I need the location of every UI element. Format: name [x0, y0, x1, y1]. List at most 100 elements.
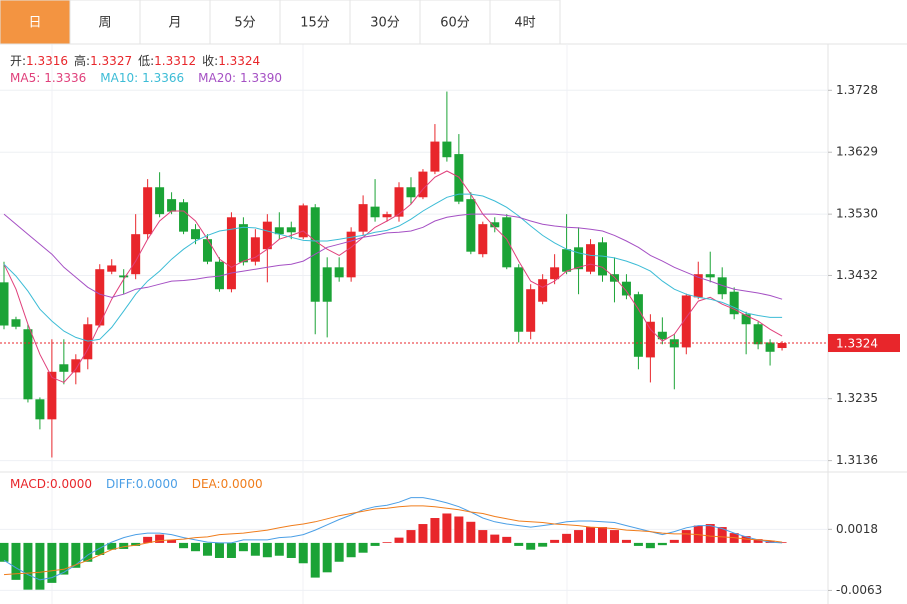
candle-body — [550, 267, 560, 280]
candle-body — [226, 217, 236, 290]
candle-body — [382, 214, 392, 218]
tab[interactable] — [0, 0, 71, 45]
candle-body — [765, 342, 775, 352]
candle-body — [442, 141, 452, 158]
candle-body — [430, 141, 440, 172]
y-tick-label: -0.0063 — [836, 583, 882, 597]
candle-body — [681, 295, 691, 348]
candle-body — [298, 205, 308, 238]
info-label: 收: — [202, 54, 218, 68]
y-tick-label: 1.3432 — [836, 268, 878, 282]
macd-bar — [238, 542, 248, 552]
macd-bar — [502, 536, 512, 543]
candle-body — [11, 319, 21, 327]
tab-label[interactable]: 30分 — [370, 16, 400, 31]
candle-body — [538, 279, 548, 302]
candle-body — [83, 324, 93, 360]
macd-bar — [155, 534, 165, 543]
macd-bar — [59, 542, 69, 575]
candle-body — [322, 267, 332, 302]
tab-label[interactable]: 15分 — [300, 16, 330, 31]
tab-label[interactable]: 日 — [28, 16, 41, 31]
legend-name: DEA: — [192, 477, 221, 491]
macd-bar — [191, 542, 201, 552]
info-value: 1.3324 — [218, 54, 260, 68]
macd-bar — [262, 542, 272, 558]
macd-bar — [250, 542, 260, 556]
legend-name: MA5: — [10, 71, 40, 85]
candle-body — [729, 291, 739, 315]
tab[interactable] — [279, 0, 351, 45]
macd-bar — [478, 530, 488, 543]
candle-body — [262, 221, 272, 250]
candle-body — [741, 314, 751, 325]
candle-body — [645, 321, 655, 358]
macd-bar — [621, 539, 631, 543]
info-value: 1.3312 — [154, 54, 196, 68]
candle-body — [59, 364, 69, 372]
macd-bar — [550, 539, 560, 543]
tab-label[interactable]: 月 — [168, 16, 181, 31]
candle-body — [35, 399, 45, 420]
candle-body — [179, 202, 189, 232]
tab[interactable] — [209, 0, 281, 45]
macd-bar — [131, 542, 141, 546]
macd-bar — [226, 542, 236, 558]
candle-body — [143, 187, 153, 235]
macd-bar — [95, 542, 105, 555]
macd-bar — [406, 530, 416, 543]
ma-line — [3, 170, 783, 383]
macd-bar — [179, 542, 189, 549]
tab-label[interactable]: 5分 — [234, 16, 255, 31]
candle-body — [526, 289, 536, 332]
tab-label[interactable]: 周 — [98, 16, 111, 31]
y-tick-label: 1.3728 — [836, 83, 878, 97]
candle-body — [657, 331, 667, 340]
macd-bar — [298, 542, 308, 564]
candle-body — [466, 199, 476, 252]
macd-bar — [23, 542, 33, 590]
candle-body — [598, 242, 607, 276]
legend-value: 1.3390 — [240, 71, 282, 85]
macd-bar — [454, 516, 464, 543]
macd-bar — [334, 542, 344, 562]
info-label: 开: — [10, 54, 26, 68]
candle-body — [202, 239, 212, 262]
macd-bar — [562, 533, 572, 543]
ohlc-info: 开:1.3316 高:1.3327 低:1.3312 收:1.3324 — [10, 53, 260, 68]
candle-body — [286, 227, 296, 233]
macd-bar — [107, 542, 117, 550]
macd-bar — [526, 542, 536, 550]
macd-bar — [669, 539, 679, 543]
candle-body — [214, 261, 224, 290]
candle-body — [23, 329, 33, 400]
legend-value: 0.0000 — [136, 477, 178, 491]
macd-legend: MACD:0.0000 DIFF:0.0000 DEA:0.0000 — [10, 477, 263, 491]
tab[interactable] — [349, 0, 421, 45]
candle-body — [155, 187, 165, 215]
legend-name: DIFF: — [106, 477, 136, 491]
tab[interactable] — [489, 0, 561, 45]
legend-value: 0.0000 — [50, 477, 92, 491]
macd-bar — [83, 542, 93, 562]
legend-name: MA20: — [198, 71, 236, 85]
ma-line — [3, 193, 783, 342]
candle-body — [358, 204, 368, 232]
tab-label[interactable]: 4时 — [514, 16, 535, 31]
candle-body — [633, 294, 643, 357]
candle-body — [406, 187, 416, 198]
candle-body — [705, 274, 715, 278]
macd-bar — [119, 542, 129, 549]
candle-body — [71, 359, 81, 373]
candle-body — [238, 224, 248, 263]
macd-bar — [358, 542, 368, 553]
macd-bar — [645, 542, 655, 549]
macd-bar — [717, 527, 727, 543]
y-tick-label: 1.3629 — [836, 145, 878, 159]
tab-label[interactable]: 60分 — [440, 16, 470, 31]
macd-bar — [490, 534, 500, 543]
tab[interactable] — [69, 0, 141, 45]
tab[interactable] — [419, 0, 491, 45]
